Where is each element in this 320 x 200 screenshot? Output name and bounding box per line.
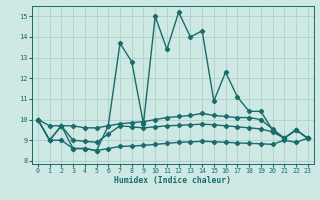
X-axis label: Humidex (Indice chaleur): Humidex (Indice chaleur) [114, 176, 231, 185]
